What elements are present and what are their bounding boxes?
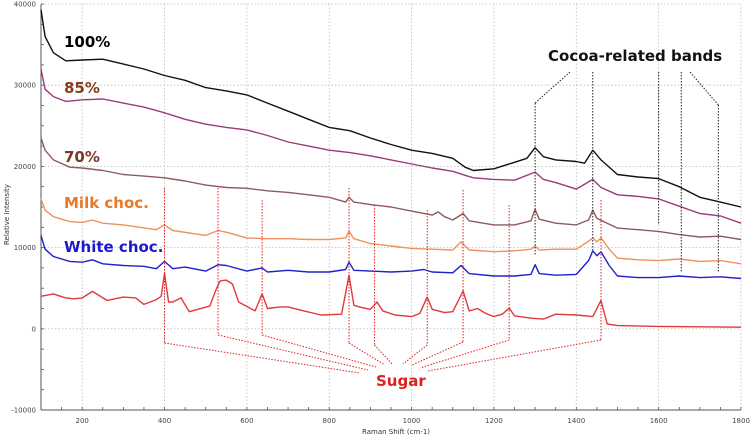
x-tick-label: 800 [323, 417, 336, 425]
series-label-100: 100% [64, 33, 110, 51]
sugar-connector [427, 339, 602, 372]
sugar-connector [164, 342, 361, 374]
x-tick-label: 200 [75, 417, 88, 425]
y-tick-label: 10000 [14, 244, 36, 252]
series-label-white: White choc. [64, 238, 163, 256]
x-axis-label: Raman Shift (cm-1) [362, 428, 430, 436]
labels: 100% 85% 70% Milk choc. White choc. Coco… [3, 33, 722, 436]
sugar-connector [348, 342, 386, 366]
sugar-connector [419, 339, 510, 369]
cocoa-bands-label: Cocoa-related bands [548, 47, 722, 65]
sugar-connector [411, 341, 464, 366]
y-tick-label: 0 [32, 325, 36, 333]
sugar-connector [402, 344, 428, 365]
series-label-70: 70% [64, 148, 100, 166]
series-line-1 [40, 9, 742, 208]
x-tick-label: 600 [240, 417, 253, 425]
cocoa-connector [689, 71, 719, 106]
series-label-milk: Milk choc. [64, 194, 149, 212]
y-tick-label: 30000 [14, 82, 36, 90]
x-tick-label: 1800 [732, 417, 750, 425]
sugar-connector [217, 334, 369, 371]
series-line-2 [40, 68, 742, 224]
y-tick-label: -10000 [11, 407, 36, 415]
x-tick-label: 1600 [650, 417, 668, 425]
axes: 200 400 600 800 1000 1200 1400 1600 1800 -10000 0 1… [11, 1, 750, 426]
series-line-5 [40, 235, 742, 280]
series-line-6 [40, 272, 742, 328]
x-tick-label: 1000 [403, 417, 421, 425]
series-line-4 [40, 198, 742, 265]
sugar-label: Sugar [376, 372, 426, 390]
x-tick-label: 1200 [485, 417, 503, 425]
annotation-lines [164, 71, 719, 374]
y-tick-label: 40000 [14, 1, 36, 9]
series-line-3 [40, 137, 742, 241]
y-tick-label: 20000 [14, 163, 36, 171]
cocoa-connector [534, 71, 571, 104]
x-tick-label: 400 [158, 417, 171, 425]
x-tick-label: 1400 [567, 417, 585, 425]
series-label-85: 85% [64, 79, 100, 97]
sugar-connector [261, 334, 377, 368]
sugar-connector [374, 344, 393, 365]
y-axis-label: Relative Intensity [3, 184, 11, 245]
